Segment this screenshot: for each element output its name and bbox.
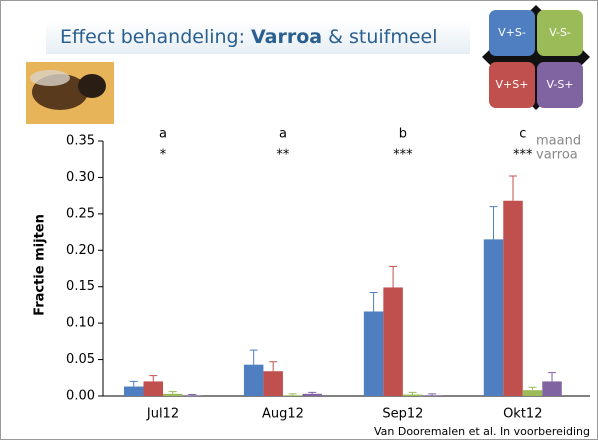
title: Effect behandeling: Varroa & stuifmeel [46,20,470,54]
letter: c [519,127,526,142]
error-bar [369,292,378,312]
y-tick-label: 0.15 [66,279,95,294]
error-bar [548,372,557,382]
error-bar [149,375,158,382]
error-bar [489,206,498,240]
bar [124,386,144,396]
legend-swatch [489,10,535,56]
bar [542,381,562,396]
error-bar [269,361,278,372]
title-part: Varroa [251,26,323,48]
error-bar [129,380,138,387]
title-part: & stuifmeel [328,26,438,48]
letter: a [279,127,287,142]
y-tick-label: 0.35 [66,134,95,149]
error-bar [249,349,258,365]
y-tick-label: 0.25 [66,206,95,221]
bar [503,200,523,396]
x-tick-label: Jul12 [146,407,179,422]
error-bar [308,391,317,394]
letter: a [159,127,167,142]
bar [522,390,543,396]
legend-label: V-S- [549,26,571,39]
bar [363,311,384,396]
legend-swatch [537,10,583,56]
bar [383,287,403,396]
source: Van Dooremalen et al. In voorbereiding [371,425,592,438]
bar [402,394,423,396]
y-tick-label: 0.00 [66,389,95,404]
title-part: Effect behandeling: [60,26,246,48]
error-bar [188,394,197,396]
bar [182,395,202,396]
x-tick-label: Aug12 [262,407,304,422]
legend-label: V+S- [498,26,526,39]
error-bar [528,386,537,391]
y-tick-label: 0.10 [66,316,95,331]
bee-photo [26,62,114,124]
legend-label: V-S+ [546,78,573,91]
stars: *** [513,148,533,163]
bar [302,393,322,396]
bar [243,364,264,396]
x-tick-label: Okt12 [503,407,542,422]
annotation-label: varroa [536,148,578,163]
error-bar [509,175,518,201]
bar [163,393,183,396]
error-bar [389,265,398,288]
error-bar [428,393,437,396]
bar [263,371,283,396]
error-bar [408,391,417,395]
legend-label: V+S+ [496,78,529,91]
stars: ** [276,148,290,163]
y-axis-title: Fractie mijten [33,214,48,316]
y-tick-label: 0.30 [66,170,95,185]
bar [422,395,442,396]
annotation-label: maand [536,134,581,149]
x-tick-label: Sep12 [382,407,423,422]
y-tick-label: 0.20 [66,243,95,258]
letter: b [399,127,407,142]
error-bar [288,393,297,396]
legend-swatch [537,62,583,108]
stars: *** [393,148,413,163]
error-bar [168,391,177,394]
stars: * [160,148,167,163]
bar [282,395,303,396]
bar [483,239,504,396]
legend-swatch [489,62,535,108]
bar [143,381,163,396]
y-tick-label: 0.05 [66,352,95,367]
